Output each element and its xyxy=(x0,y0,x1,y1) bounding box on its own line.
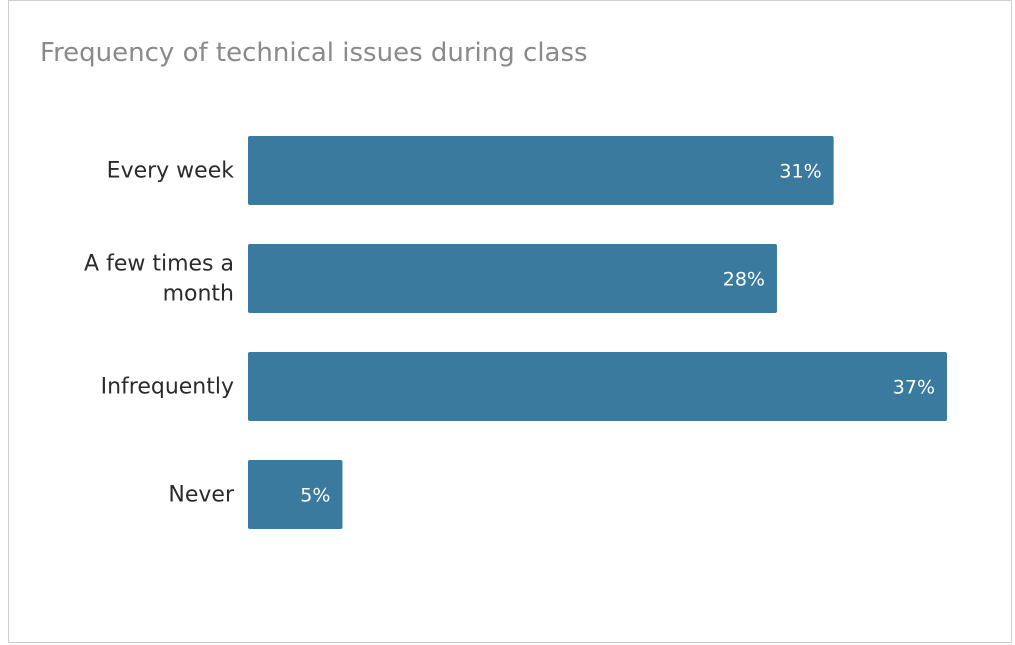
category-label-1-line-0: A few times a xyxy=(84,252,234,277)
value-label-3: 5% xyxy=(300,485,330,507)
category-label-3: Never xyxy=(168,483,235,508)
category-label-1: A few times a month xyxy=(84,252,234,307)
category-label-2: Infrequently xyxy=(101,375,234,400)
category-label-1-line-1: month xyxy=(163,282,234,307)
bar-3 xyxy=(248,460,343,529)
category-labels-group: Every week A few times a month Infrequently… xyxy=(84,159,235,508)
value-label-0: 31% xyxy=(779,161,821,183)
category-label-2-line-0: Infrequently xyxy=(101,375,234,400)
value-label-2: 37% xyxy=(893,377,935,399)
value-label-1: 28% xyxy=(723,269,765,291)
value-labels-group: 31% 28% 37% 5% xyxy=(300,161,935,507)
category-label-0-line-0: Every week xyxy=(107,159,235,184)
bar-2 xyxy=(248,352,947,421)
bar-1 xyxy=(248,244,777,313)
bars-group xyxy=(248,136,947,529)
category-label-0: Every week xyxy=(107,159,235,184)
chart-frame xyxy=(8,0,1012,643)
chart-title: Frequency of technical issues during cla… xyxy=(40,38,588,68)
bar-0 xyxy=(248,136,834,205)
category-label-3-line-0: Never xyxy=(168,483,235,508)
